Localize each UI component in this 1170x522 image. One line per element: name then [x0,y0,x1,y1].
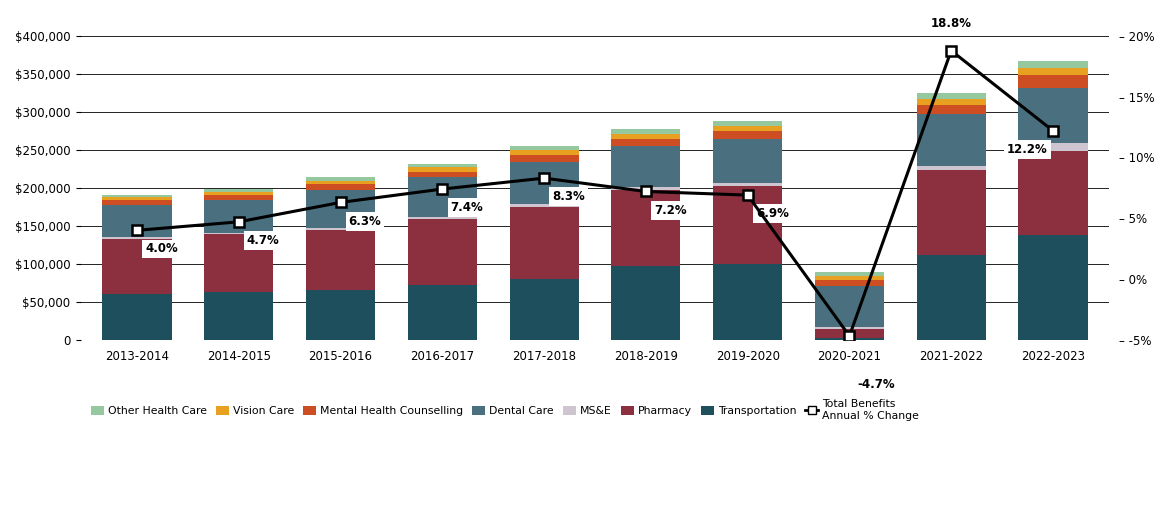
Bar [611,134,681,138]
Bar [103,200,172,205]
Text: 18.8%: 18.8% [930,17,972,30]
Bar [611,146,681,187]
Text: 4.7%: 4.7% [247,234,280,247]
Bar [307,184,376,189]
Bar [509,207,579,279]
Text: 6.3%: 6.3% [349,215,381,228]
Text: 6.9%: 6.9% [756,207,789,220]
Bar [1018,143,1088,151]
Bar [814,276,885,280]
Bar [103,239,172,294]
Bar [611,138,681,146]
Bar [103,294,172,340]
Bar [307,189,376,228]
Bar [509,155,579,162]
Bar [814,327,885,329]
Text: -4.7%: -4.7% [858,378,895,391]
Legend: Other Health Care, Vision Care, Mental Health Counselling, Dental Care, MS&E, Ph: Other Health Care, Vision Care, Mental H… [87,395,923,425]
Bar [713,126,783,131]
Bar [1018,235,1088,340]
Bar [407,217,477,219]
Bar [713,185,783,264]
Bar [814,280,885,286]
Bar [713,183,783,185]
Bar [307,290,376,340]
Bar [205,292,274,340]
Bar [611,187,681,190]
Bar [611,129,681,134]
Bar [509,150,579,155]
Bar [103,195,172,197]
Bar [103,205,172,237]
Bar [713,139,783,183]
Bar [611,190,681,266]
Bar [407,172,477,177]
Bar [916,170,986,255]
Bar [103,237,172,239]
Bar [407,219,477,285]
Bar [713,264,783,340]
Bar [205,200,274,233]
Bar [205,234,274,292]
Bar [407,163,477,168]
Bar [205,189,274,192]
Bar [205,192,274,195]
Text: 12.2%: 12.2% [1007,143,1048,156]
Bar [509,162,579,204]
Bar [814,286,885,327]
Bar [916,166,986,170]
Bar [713,131,783,139]
Bar [611,266,681,340]
Text: 8.3%: 8.3% [552,190,585,203]
Bar [205,195,274,200]
Text: 7.2%: 7.2% [654,204,687,217]
Bar [713,121,783,126]
Bar [916,99,986,105]
Bar [509,279,579,340]
Bar [407,168,477,172]
Bar [103,197,172,200]
Bar [509,146,579,150]
Bar [814,272,885,276]
Bar [1018,151,1088,235]
Bar [1018,88,1088,143]
Bar [205,233,274,234]
Bar [916,255,986,340]
Bar [307,181,376,184]
Bar [1018,61,1088,68]
Text: 4.0%: 4.0% [145,243,178,255]
Text: 7.4%: 7.4% [450,201,483,214]
Bar [814,329,885,338]
Bar [814,338,885,340]
Bar [307,177,376,181]
Bar [307,228,376,230]
Bar [916,114,986,166]
Bar [916,93,986,99]
Bar [407,285,477,340]
Bar [1018,75,1088,88]
Bar [916,105,986,114]
Bar [1018,68,1088,75]
Bar [509,204,579,207]
Bar [307,230,376,290]
Bar [407,177,477,217]
